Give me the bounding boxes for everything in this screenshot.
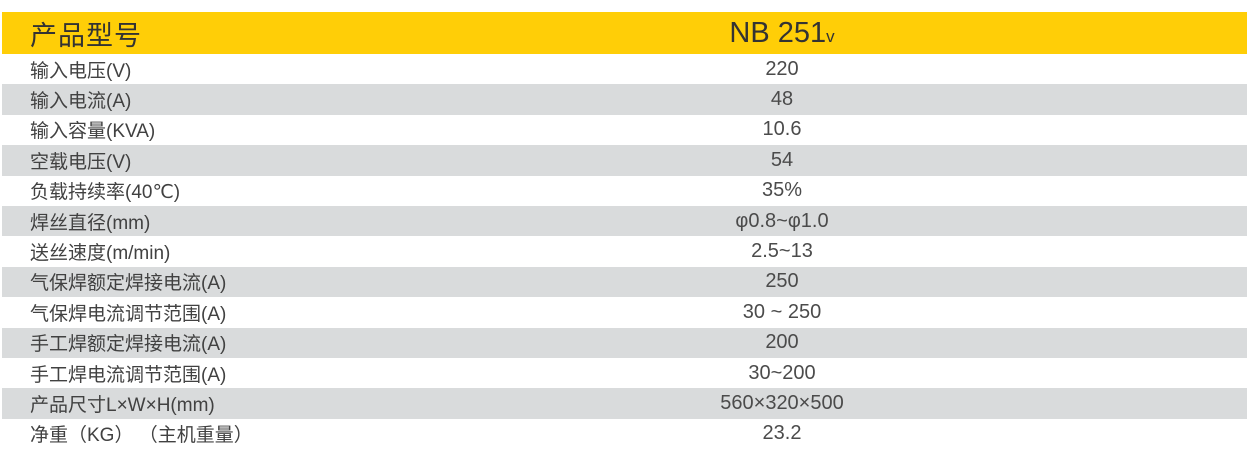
spec-row-wire-feed-speed: 送丝速度(m/min) 2.5~13 bbox=[2, 236, 1247, 266]
spec-label: 负载持续率(40℃) bbox=[30, 182, 181, 204]
spec-value: 220 bbox=[765, 57, 799, 80]
spec-row-duty-cycle: 负载持续率(40℃) 35% bbox=[2, 176, 1247, 206]
spec-value: 35% bbox=[761, 179, 803, 202]
spec-row-mma-current-range: 手工焊电流调节范围(A) 30~200 bbox=[2, 358, 1247, 388]
spec-label: 手工焊电流调节范围(A) bbox=[30, 364, 227, 386]
spec-row-mma-rated-current: 手工焊额定焊接电流(A) 200 bbox=[2, 327, 1247, 358]
spec-row-product-size: 产品尺寸L×W×H(mm) 560×320×500 bbox=[2, 388, 1247, 419]
spec-label: 产品尺寸L×W×H(mm) bbox=[30, 394, 215, 416]
spec-table: 产品型号 NB 251v 输入电压(V) 220 输入电流(A) 48 输入容量… bbox=[2, 12, 1247, 449]
product-model-header-label: 产品型号 bbox=[30, 20, 142, 51]
spec-row-no-load-voltage: 空载电压(V) 54 bbox=[2, 145, 1247, 176]
product-model-value: NB 251v bbox=[502, 17, 1062, 50]
model-suffix: v bbox=[826, 26, 835, 46]
spec-row-input-capacity: 输入容量(KVA) 10.6 bbox=[2, 115, 1247, 145]
spec-label: 气保焊电流调节范围(A) bbox=[30, 303, 227, 325]
spec-row-net-weight: 净重（KG） （主机重量） 23.2 bbox=[2, 419, 1247, 449]
spec-header-row: 产品型号 NB 251v bbox=[2, 12, 1247, 54]
spec-value: 48 bbox=[770, 88, 794, 111]
spec-row-mig-rated-current: 气保焊额定焊接电流(A) 250 bbox=[2, 266, 1247, 298]
spec-value: 54 bbox=[770, 148, 794, 171]
spec-row-input-current: 输入电流(A) 48 bbox=[2, 84, 1247, 115]
spec-value: φ0.8~φ1.0 bbox=[735, 209, 829, 232]
spec-label: 净重（KG） （主机重量） bbox=[30, 425, 253, 447]
spec-value: 30~200 bbox=[748, 361, 816, 384]
model-name: NB 251 bbox=[729, 16, 827, 49]
spec-row-input-voltage: 输入电压(V) 220 bbox=[2, 54, 1247, 84]
spec-label: 输入容量(KVA) bbox=[30, 121, 156, 143]
spec-value: 200 bbox=[765, 331, 799, 354]
spec-label: 焊丝直径(mm) bbox=[30, 212, 151, 234]
spec-value: 10.6 bbox=[762, 118, 802, 141]
spec-value: 250 bbox=[765, 270, 799, 293]
spec-label: 输入电压(V) bbox=[30, 60, 132, 82]
spec-value: 30 ~ 250 bbox=[742, 300, 822, 323]
spec-label: 手工焊额定焊接电流(A) bbox=[30, 334, 227, 356]
spec-value: 2.5~13 bbox=[751, 240, 813, 263]
spec-label: 气保焊额定焊接电流(A) bbox=[30, 273, 227, 295]
spec-value: 23.2 bbox=[762, 422, 802, 445]
spec-value: 560×320×500 bbox=[720, 391, 844, 414]
spec-label: 送丝速度(m/min) bbox=[30, 243, 171, 265]
spec-row-mig-current-range: 气保焊电流调节范围(A) 30 ~ 250 bbox=[2, 297, 1247, 327]
spec-label: 空载电压(V) bbox=[30, 151, 132, 173]
spec-row-wire-diameter: 焊丝直径(mm) φ0.8~φ1.0 bbox=[2, 205, 1247, 237]
spec-label: 输入电流(A) bbox=[30, 91, 132, 113]
